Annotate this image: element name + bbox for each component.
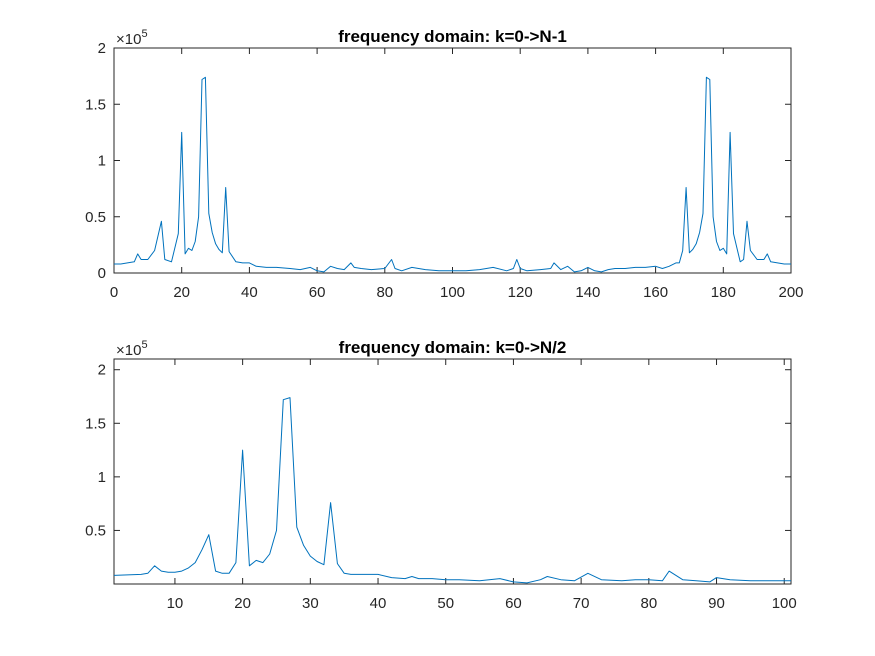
chart-2-x-tick-label: 40	[370, 595, 387, 612]
chart-2-y-tick-label: 2	[98, 362, 106, 379]
chart-1-y-tick-label: 1.5	[85, 96, 106, 113]
chart-1-x-tick-label: 200	[778, 284, 803, 301]
chart-1-x-tick-label: 20	[173, 284, 190, 301]
chart-1-y-tick-label: 0	[98, 265, 106, 282]
chart-2-y-tick-label: 1.5	[85, 415, 106, 432]
chart-2-x-tick-label: 100	[772, 595, 797, 612]
chart-2-x-tick-label: 60	[505, 595, 522, 612]
chart-1-y-exponent-base: ×10	[116, 31, 141, 48]
chart-1-x-tick-label: 60	[309, 284, 326, 301]
chart-2-x-tick-label: 80	[640, 595, 657, 612]
chart-1-y-tick-label: 1	[98, 153, 106, 170]
chart-1-y-tick-label: 0.5	[85, 209, 106, 226]
chart-2-y-exponent-label: ×105	[116, 339, 148, 359]
chart-1-x-tick-label: 80	[376, 284, 393, 301]
chart-2-title: frequency domain: k=0->N/2	[339, 338, 567, 357]
chart-1-x-tick-label: 100	[440, 284, 465, 301]
chart-2-y-exponent-power: 5	[141, 339, 147, 351]
chart-1-series-line	[114, 76, 791, 273]
chart-2: 10 20 30 40 50 60 70 80 90 100 0.5 1 1.5 2 ×105 frequen…	[85, 338, 797, 612]
chart-1-x-tick-label: 140	[575, 284, 600, 301]
chart-1-y-exponent-label: ×105	[116, 28, 148, 48]
chart-1-x-tick-label: 120	[508, 284, 533, 301]
chart-2-y-tick-label: 0.5	[85, 522, 106, 539]
chart-1-y-exponent-power: 5	[141, 28, 147, 40]
chart-2-x-tick-label: 90	[708, 595, 725, 612]
chart-1-axes-box	[113, 47, 792, 274]
chart-1-x-tick-label: 40	[241, 284, 258, 301]
chart-1-x-tick-label: 160	[643, 284, 668, 301]
chart-1: 0 20 40 60 80 100 120 140 160 180 200 0 0.5 1 1.5 2 ×105…	[85, 27, 803, 301]
chart-2-x-tick-label: 10	[167, 595, 184, 612]
chart-2-x-tick-label: 50	[437, 595, 454, 612]
chart-1-x-tick-label: 0	[110, 284, 118, 301]
chart-1-x-tick-label: 180	[711, 284, 736, 301]
chart-2-axes-box	[113, 358, 792, 585]
chart-2-y-tick-label: 1	[98, 469, 106, 486]
chart-2-series-line	[113, 397, 791, 584]
chart-2-x-tick-label: 30	[302, 595, 319, 612]
chart-1-y-tick-label: 2	[98, 40, 106, 57]
chart-1-title: frequency domain: k=0->N-1	[338, 27, 567, 46]
chart-2-y-exponent-base: ×10	[116, 342, 141, 359]
chart-2-x-tick-label: 20	[234, 595, 251, 612]
chart-2-x-tick-label: 70	[573, 595, 590, 612]
